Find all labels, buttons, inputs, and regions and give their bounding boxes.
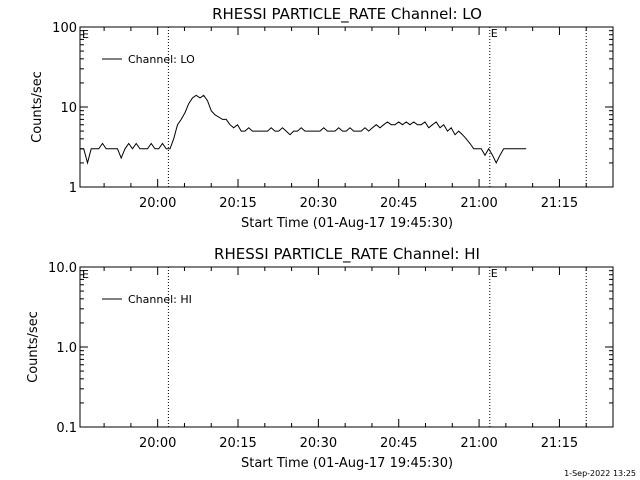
chart-lo-ytick-label: 100 — [52, 21, 77, 36]
chart-hi-marks: 0.1 1.0 10.0 20:00 20:15 20:30 20:45 21:00 21:15… — [48, 261, 614, 451]
chart-hi-event-label: E — [491, 267, 498, 280]
chart-hi-ytick-label: 0.1 — [56, 421, 77, 436]
chart-lo-ylabel: Counts/sec — [30, 71, 45, 143]
chart-lo-xtick-label: 20:15 — [219, 196, 256, 211]
chart-hi-xlabel: Start Time (01-Aug-17 19:45:30) — [241, 456, 453, 471]
chart-lo-panel: RHESSI PARTICLE_RATE Channel: LO Counts/… — [30, 5, 614, 231]
chart-lo-xtick-label: 20:45 — [380, 196, 417, 211]
chart-hi-legend-label: Channel: HI — [128, 293, 192, 306]
chart-lo-series-line — [80, 94, 527, 165]
chart-hi-xtick-label: 21:15 — [541, 436, 578, 451]
chart-lo-xlabel: Start Time (01-Aug-17 19:45:30) — [241, 216, 453, 231]
chart-lo-ytick-label: 10 — [60, 101, 77, 116]
chart-hi-ytick-label: 10.0 — [48, 261, 77, 276]
chart-lo-legend-label: Channel: LO — [128, 53, 195, 66]
chart-hi-xtick-label: 20:30 — [300, 436, 337, 451]
chart-hi-ytick-label: 1.0 — [56, 341, 77, 356]
chart-hi-xtick-label: 20:45 — [380, 436, 417, 451]
chart-lo-xtick-label: 21:15 — [541, 196, 578, 211]
chart-hi-title: RHESSI PARTICLE_RATE Channel: HI — [214, 245, 480, 264]
chart-lo-xtick-label: 21:00 — [460, 196, 497, 211]
chart-hi-xtick-label: 20:00 — [139, 436, 176, 451]
chart-hi-xtick-label: 21:00 — [460, 436, 497, 451]
chart-hi-plot-frame — [79, 266, 614, 428]
chart-hi-corner-marker: E — [82, 268, 89, 281]
footer-timestamp: 1-Sep-2022 13:25 — [564, 469, 636, 478]
chart-lo-xtick-label: 20:30 — [300, 196, 337, 211]
chart-lo-ytick-label: 1 — [69, 181, 77, 196]
chart-lo-xtick-label: 20:00 — [139, 196, 176, 211]
chart-hi-ylabel: Counts/sec — [26, 311, 41, 383]
chart-lo-marks: 1 10 100 20:00 20:15 20:30 20:45 21:00 21:15 E — [52, 21, 614, 211]
chart-lo-corner-marker: E — [82, 28, 89, 41]
chart-lo-title: RHESSI PARTICLE_RATE Channel: LO — [212, 5, 482, 24]
chart-hi-xtick-label: 20:15 — [219, 436, 256, 451]
chart-lo-plot-frame — [79, 26, 614, 188]
chart-hi-panel: RHESSI PARTICLE_RATE Channel: HI Counts/… — [26, 245, 614, 471]
chart-lo-event-label: E — [491, 27, 498, 40]
